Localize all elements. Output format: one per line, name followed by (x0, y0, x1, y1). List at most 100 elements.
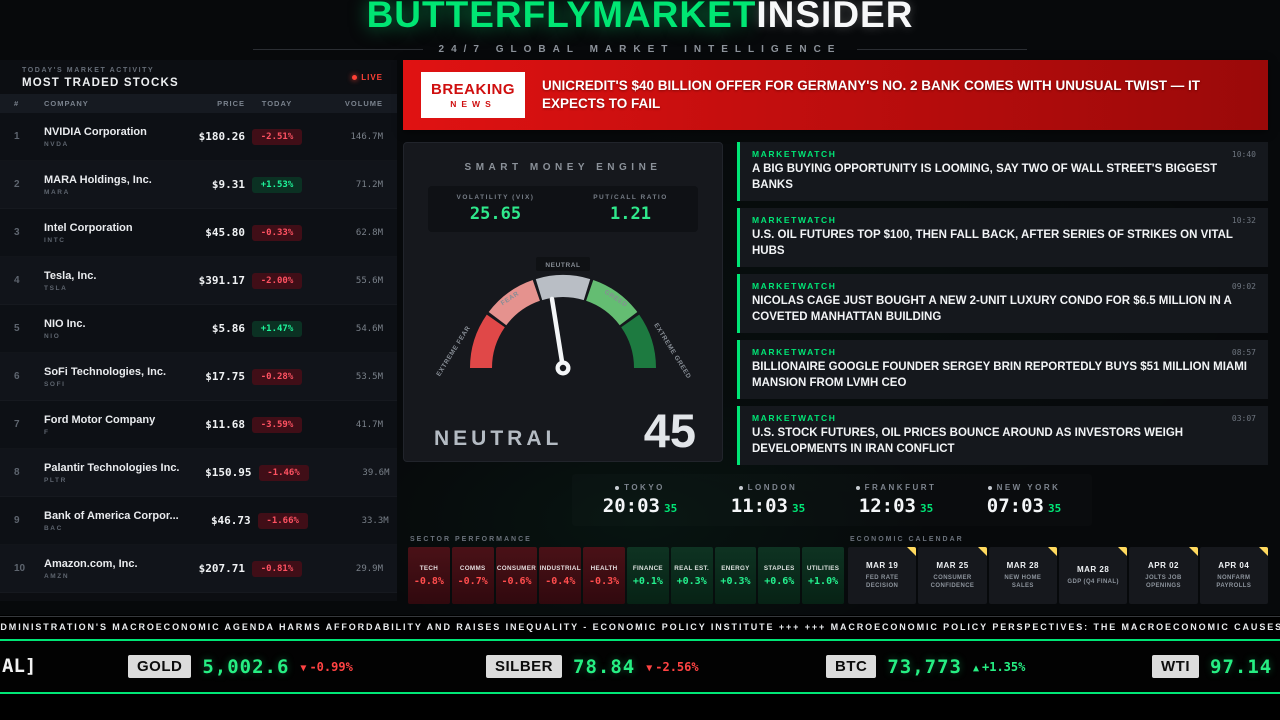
stocks-panel-header: TODAY'S MARKET ACTIVITY MOST TRADED STOC… (0, 60, 397, 94)
sector-name: UTILITIES (806, 564, 840, 572)
stock-price: $46.73 (210, 514, 251, 527)
clock-city: TOKYO (624, 483, 665, 492)
clock-tokyo: TOKYO 20:03 35 (584, 483, 696, 517)
stock-company: Intel Corporation INTC (44, 222, 173, 244)
most-traded-stocks-panel: TODAY'S MARKET ACTIVITY MOST TRADED STOC… (0, 60, 397, 601)
sector-change: -0.8% (413, 575, 444, 587)
sector-change: -0.6% (501, 575, 532, 587)
sector-tile: HEALTH -0.3% (583, 547, 625, 604)
stock-company: Ford Motor Company F (44, 414, 173, 436)
stock-volume: 33.3M (361, 515, 389, 526)
news-time: 08:57 (1231, 347, 1256, 357)
breaking-news-banner: BREAKING NEWS UNICREDIT'S $40 BILLION OF… (403, 60, 1268, 130)
col-price: PRICE (217, 99, 245, 108)
commodity-value: 78.84 (573, 655, 636, 678)
smart-money-stats: VOLATILITY (VIX) 25.65 PUT/CALL RATIO 1.… (428, 186, 698, 232)
news-ticker: ADMINISTRATION'S MACROECONOMIC AGENDA HA… (0, 616, 1280, 637)
clock-city-row: TOKYO (584, 483, 696, 492)
stocks-title: MOST TRADED STOCKS (22, 77, 179, 89)
stock-volume: 39.6M (362, 467, 390, 478)
sector-name: HEALTH (590, 564, 618, 572)
stock-row: 6 SoFi Technologies, Inc. SOFI $17.75 -0.… (0, 353, 397, 401)
commodity-value: 5,002.6 (202, 655, 290, 678)
commodity-value: 97.14 (1210, 655, 1273, 678)
news-ticker-text: ADMINISTRATION'S MACROECONOMIC AGENDA HA… (0, 622, 1280, 632)
live-label: LIVE (361, 73, 383, 82)
news-item-meta: MARKETWATCH 10:40 (752, 149, 1256, 159)
stocks-rows: 1 NVIDIA Corporation NVDA $180.26 -2.51% … (0, 113, 397, 593)
sector-change: -0.7% (457, 575, 488, 587)
clock-hhmm: 07:03 (986, 495, 1044, 517)
news-time: 10:32 (1231, 215, 1256, 225)
subtitle-divider-left (252, 49, 423, 50)
calendar-tiles: MAR 19 FED RATE DECISION MAR 25 CONSUMER C… (848, 547, 1268, 604)
news-item: MARKETWATCH 10:40 A BIG BUYING OPPORTUNI… (737, 142, 1268, 202)
sector-performance-title: SECTOR PERFORMANCE (410, 536, 532, 543)
news-source: MARKETWATCH (752, 215, 837, 226)
commodity-btc: BTC 73,773 ▲ +1.35% (826, 641, 1025, 692)
breaking-badge-line1: BREAKING (430, 81, 515, 98)
gauge-segment-neutral (535, 275, 591, 301)
stock-row: 2 MARA Holdings, Inc. MARA $9.31 +1.53% 7… (0, 161, 397, 209)
vix-value: 25.65 (469, 204, 522, 224)
news-item-meta: MARKETWATCH 08:57 (752, 347, 1256, 357)
gauge-label-neutral: NEUTRAL (545, 262, 580, 269)
smart-money-title: SMART MONEY ENGINE (464, 162, 662, 173)
stock-change-badge: -0.81% (252, 560, 302, 577)
calendar-event: GDP (Q4 FINAL) (1067, 578, 1119, 585)
stock-price: $391.17 (198, 274, 245, 287)
stock-rank: 1 (14, 131, 20, 142)
stock-change-badge: +1.47% (252, 320, 302, 337)
sector-name: INDUSTRIAL (539, 564, 581, 572)
gauge-neutral-chip (536, 257, 590, 271)
stock-company: Tesla, Inc. TSLA (44, 270, 173, 292)
calendar-tile: MAR 28 NEW HOME SALES (988, 547, 1057, 604)
sector-tile: CONSUMER -0.6% (495, 547, 538, 604)
news-item-meta: MARKETWATCH 03:07 (752, 413, 1256, 423)
stock-rank: 7 (14, 419, 20, 430)
gauge-segment-extreme-fear (469, 314, 506, 369)
commodity-change-pct: +1.35% (982, 659, 1026, 674)
sector-name: STAPLES (763, 564, 795, 572)
stock-ticker: INTC (44, 236, 66, 244)
stock-company-name: NVIDIA Corporation (44, 125, 147, 138)
clock-city-row: FRANKFURT (840, 483, 952, 492)
stock-row: 9 Bank of America Corpor... BAC $46.73 -1… (0, 497, 397, 545)
stock-row: 8 Palantir Technologies Inc. PLTR $150.95… (0, 449, 397, 497)
app-subtitle-text: 24/7 GLOBAL MARKET INTELLIGENCE (438, 44, 842, 55)
clock-city: LONDON (747, 483, 798, 492)
stock-change-badge: -0.33% (252, 224, 302, 241)
calendar-event: CONSUMER CONFIDENCE (930, 574, 975, 589)
clock-time: 20:03 35 (584, 495, 696, 517)
news-source: MARKETWATCH (752, 281, 837, 292)
stock-rank: 10 (14, 563, 26, 574)
gauge-label-extreme-greed: EXTREME GREED (652, 322, 692, 380)
gauge-segment-greed (585, 280, 638, 326)
commodity-change: ▼ -0.99% (300, 660, 352, 674)
stock-ticker: TSLA (44, 284, 68, 292)
clock-dot-icon (615, 485, 620, 490)
app-title: BUTTERFLYMARKETINSIDER (0, 0, 1280, 36)
stock-rank: 9 (14, 515, 20, 526)
stock-row: 10 Amazon.com, Inc. AMZN $207.71 -0.81% 2… (0, 545, 397, 593)
calendar-date: MAR 28 (1006, 560, 1039, 570)
clock-hhmm: 12:03 (858, 495, 916, 517)
commodity-change-pct: -0.99% (309, 659, 353, 674)
breaking-badge-line2: NEWS (450, 99, 496, 109)
news-headline: U.S. OIL FUTURES TOP $100, THEN FALL BAC… (752, 229, 1233, 257)
news-source: MARKETWATCH (752, 413, 837, 424)
stock-change-badge: -2.51% (252, 128, 302, 145)
calendar-tile: APR 04 NONFARM PAYROLLS (1199, 547, 1268, 604)
stock-ticker: BAC (44, 524, 63, 532)
stock-company: Palantir Technologies Inc. PLTR (44, 462, 180, 484)
stock-company: NIO Inc. NIO (44, 318, 173, 340)
stock-row: 1 NVIDIA Corporation NVDA $180.26 -2.51% … (0, 113, 397, 161)
news-headline: U.S. STOCK FUTURES, OIL PRICES BOUNCE AR… (752, 427, 1184, 455)
sector-change: +0.1% (632, 575, 663, 587)
stock-company-name: SoFi Technologies, Inc. (44, 365, 167, 378)
sector-change: +1.0% (808, 575, 839, 587)
sector-change: -0.4% (545, 575, 576, 587)
stocks-kicker: TODAY'S MARKET ACTIVITY (22, 67, 155, 74)
clock-city-row: NEW YORK (968, 483, 1080, 492)
clock-new-york: NEW YORK 07:03 35 (968, 483, 1080, 517)
